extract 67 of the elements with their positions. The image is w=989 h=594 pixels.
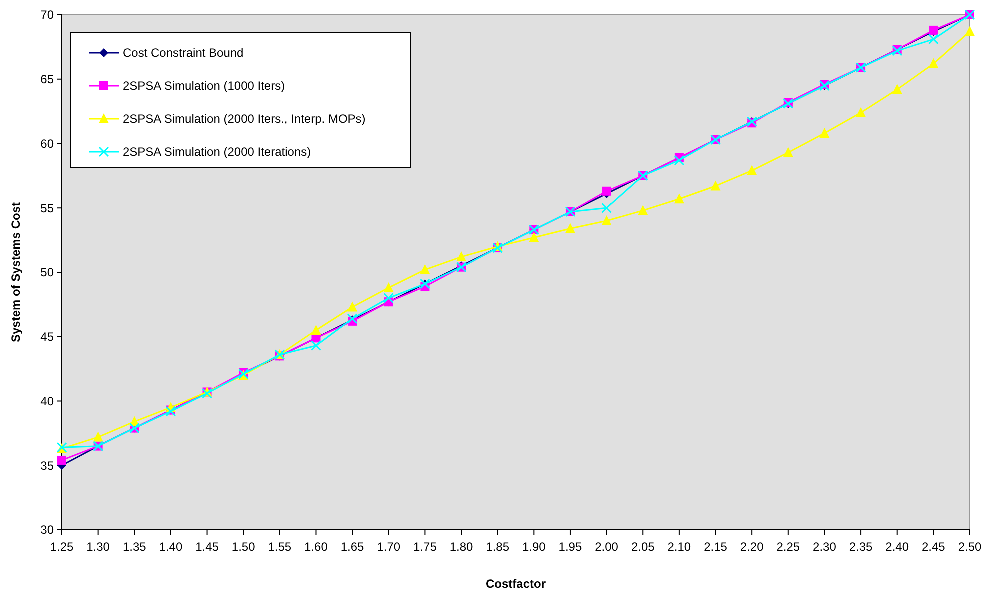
point [602, 202, 612, 214]
point [58, 456, 66, 465]
y-tick-label: 65 [40, 72, 54, 87]
y-axis-title: System of Systems Cost [9, 202, 23, 343]
x-tick-label: 1.80 [450, 540, 474, 554]
x-tick-label: 2.20 [740, 540, 764, 554]
point [348, 302, 358, 312]
x-tick-label: 2.45 [922, 540, 946, 554]
y-tick-label: 35 [40, 458, 54, 473]
point [311, 324, 322, 335]
y-tick-label: 60 [40, 136, 54, 151]
point [384, 282, 394, 292]
x-tick-label: 1.60 [304, 540, 328, 554]
point [93, 432, 104, 442]
point [602, 186, 612, 196]
point [783, 147, 794, 158]
y-tick-label: 45 [40, 330, 54, 344]
y-tick-label: 55 [40, 201, 54, 216]
point [529, 232, 540, 242]
x-tick-label: 1.30 [86, 540, 110, 554]
legend-label: 2SPSA Simulation (2000 Iterations) [123, 145, 312, 160]
point [674, 155, 685, 166]
x-tick-label: 2.10 [668, 540, 692, 554]
point [965, 26, 975, 36]
x-tick-label: 2.00 [595, 540, 619, 554]
y-tick-label: 50 [40, 266, 54, 280]
point [892, 84, 902, 94]
point [565, 223, 576, 234]
x-tick-label: 1.75 [414, 540, 438, 554]
x-axis-title: Costfactor [486, 577, 546, 591]
x-tick-label: 1.35 [122, 540, 147, 554]
x-tick-label: 1.55 [268, 540, 292, 554]
point [710, 180, 721, 191]
point [928, 58, 939, 68]
point [928, 34, 939, 45]
x-tick-label: 1.85 [486, 540, 510, 554]
point [602, 216, 612, 226]
y-tick-label: 70 [40, 8, 54, 22]
point [820, 128, 830, 138]
x-tick-label: 2.30 [813, 540, 837, 554]
y-tick-label: 30 [40, 523, 54, 538]
x-tick-label: 1.65 [340, 540, 365, 554]
legend-label: 2SPSA Simulation (1000 Iters) [123, 79, 286, 94]
x-tick-label: 1.45 [196, 540, 220, 554]
point [420, 264, 430, 274]
x-tick-label: 1.40 [159, 540, 183, 554]
point [310, 340, 322, 352]
point [384, 293, 394, 304]
legend-label: Cost Constraint Bound [123, 46, 244, 60]
legend-label: 2SPSA Simulation (2000 Iters., Interp. MOPs) [123, 112, 366, 126]
x-tick-label: 1.90 [522, 540, 546, 554]
x-tick-label: 1.25 [50, 540, 74, 554]
point [856, 107, 866, 118]
point [638, 205, 648, 216]
point [747, 165, 758, 176]
x-tick-label: 2.15 [704, 540, 728, 554]
point [456, 252, 467, 262]
x-tick-label: 1.50 [232, 540, 256, 554]
y-tick-label: 40 [40, 394, 54, 408]
x-tick-label: 1.95 [558, 540, 582, 554]
x-tick-label: 2.40 [886, 540, 910, 554]
x-tick-label: 2.05 [631, 540, 656, 554]
x-tick-label: 2.25 [776, 540, 800, 554]
x-tick-label: 2.50 [958, 540, 982, 554]
x-tick-label: 1.70 [377, 540, 401, 554]
x-tick-label: 2.35 [849, 540, 874, 554]
point [674, 194, 684, 204]
